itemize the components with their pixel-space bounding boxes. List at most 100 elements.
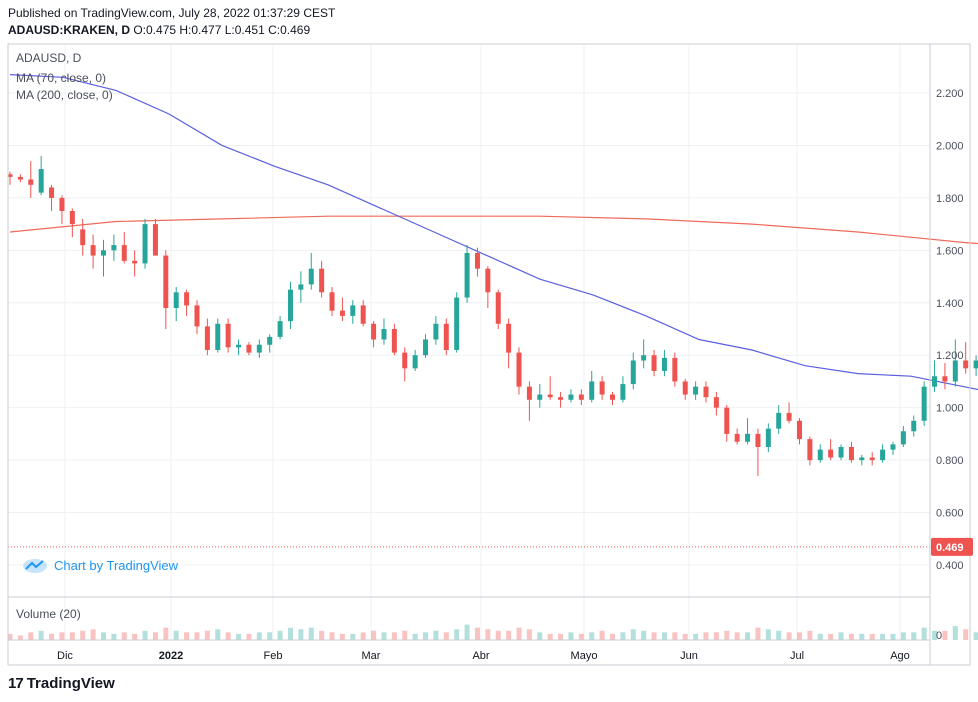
volume-bar: [464, 624, 470, 640]
candle-body: [69, 211, 75, 225]
candle-body: [215, 323, 221, 350]
volume-bar: [713, 632, 719, 640]
y-tick-label: 2.200: [936, 88, 964, 100]
volume-bar: [537, 632, 543, 640]
candle-body: [869, 457, 875, 461]
volume-bar: [485, 629, 491, 640]
volume-bar: [952, 626, 958, 640]
volume-bar: [173, 630, 179, 640]
ohlc-values: O:0.475 H:0.477 L:0.451 C:0.469: [133, 23, 311, 37]
ma70-line: [9, 74, 978, 391]
volume-bar: [817, 633, 823, 640]
symbol-ohlc-header: ADAUSD:KRAKEN, D O:0.475 H:0.477 L:0.451…: [8, 23, 310, 37]
volume-bar: [454, 629, 460, 640]
candle-body: [256, 344, 262, 353]
volume-bar: [724, 630, 730, 640]
volume-bar: [38, 630, 44, 640]
candle-body: [703, 386, 709, 398]
candle-body: [204, 326, 210, 350]
candle-body: [319, 268, 325, 293]
candle-body: [360, 305, 366, 324]
volume-bar: [132, 633, 138, 640]
volume-bar: [900, 632, 906, 640]
candle-body: [942, 376, 948, 382]
volume-bar: [641, 630, 647, 640]
candle-body: [516, 352, 522, 387]
x-tick-label: Dic: [57, 650, 73, 662]
ma200-legend[interactable]: MA (200, close, 0): [16, 88, 113, 102]
candle-body: [371, 323, 377, 340]
candle-body: [111, 245, 117, 251]
volume-bar: [90, 629, 96, 640]
candle-body: [641, 355, 647, 361]
volume-bar: [589, 632, 595, 640]
candle-body: [163, 255, 169, 309]
candle-body: [423, 339, 429, 356]
volume-bar: [578, 633, 584, 640]
volume-tick-label: 0: [936, 630, 942, 642]
candle-body: [28, 179, 34, 185]
y-tick-label: 0.600: [936, 508, 964, 520]
candle-body: [526, 386, 532, 400]
volume-bar: [703, 632, 709, 640]
candle-body: [973, 360, 978, 369]
candle-body: [277, 321, 283, 337]
chart-frame: [7, 43, 971, 666]
ma70-legend[interactable]: MA (70, close, 0): [16, 71, 107, 85]
volume-bar: [547, 633, 553, 640]
candle-body: [173, 292, 179, 309]
price-axis[interactable]: 2.200 2.000 1.800 1.600 1.400 1.200 1.000 0.800…: [931, 88, 973, 642]
candle-body: [859, 457, 865, 461]
y-tick-label: 1.800: [936, 193, 964, 205]
volume-bar: [880, 633, 886, 640]
y-tick-label: 2.000: [936, 140, 964, 152]
volume-bar: [121, 632, 127, 640]
volume-bar: [433, 630, 439, 640]
y-tick-label: 0.400: [936, 560, 964, 572]
candle-body: [630, 360, 636, 385]
candle-body: [121, 245, 127, 261]
volume-legend[interactable]: Volume (20): [16, 607, 81, 621]
volume-bar: [682, 633, 688, 640]
volume-bar: [412, 633, 418, 640]
candle-body: [464, 252, 470, 298]
volume-bar: [890, 633, 896, 640]
volume-bar: [111, 633, 117, 640]
candle-body: [620, 384, 626, 400]
last-price-tag: [931, 537, 973, 556]
volume-bar: [869, 633, 875, 640]
volume-bar: [558, 633, 564, 640]
candle-body: [495, 292, 501, 324]
candle-body: [932, 376, 938, 387]
candle-body: [558, 397, 564, 400]
x-tick-label: Feb: [264, 650, 283, 662]
candle-body: [589, 381, 595, 400]
candle-body: [38, 169, 44, 193]
candle-body: [287, 289, 293, 322]
candle-body: [952, 360, 958, 382]
volume-bar: [963, 629, 969, 640]
candle-body: [298, 284, 304, 290]
time-axis[interactable]: Dic 2022 Feb Mar Abr Mayo Jun Jul Ago: [57, 650, 910, 662]
ma200-line: [9, 215, 978, 245]
candle-body: [745, 433, 751, 442]
volume-bar: [7, 633, 13, 640]
candle-body: [7, 174, 13, 177]
footer-logo[interactable]: 17 TradingView: [8, 675, 115, 692]
candle-body: [921, 386, 927, 421]
candle-body: [828, 449, 834, 458]
candle-body: [838, 447, 844, 458]
published-header: Published on TradingView.com, July 28, 2…: [8, 6, 336, 20]
candle-body: [963, 360, 969, 369]
candle-body: [485, 268, 491, 293]
candle-body: [672, 357, 678, 382]
tradingview-credit[interactable]: Chart by TradingView: [22, 556, 178, 574]
volume-bar: [267, 632, 273, 640]
x-tick-label: 2022: [159, 650, 183, 662]
volume-bar: [100, 632, 106, 640]
volume-bar: [402, 630, 408, 640]
volume-bar: [287, 627, 293, 640]
candle-body: [734, 433, 740, 442]
candle-body: [433, 323, 439, 340]
